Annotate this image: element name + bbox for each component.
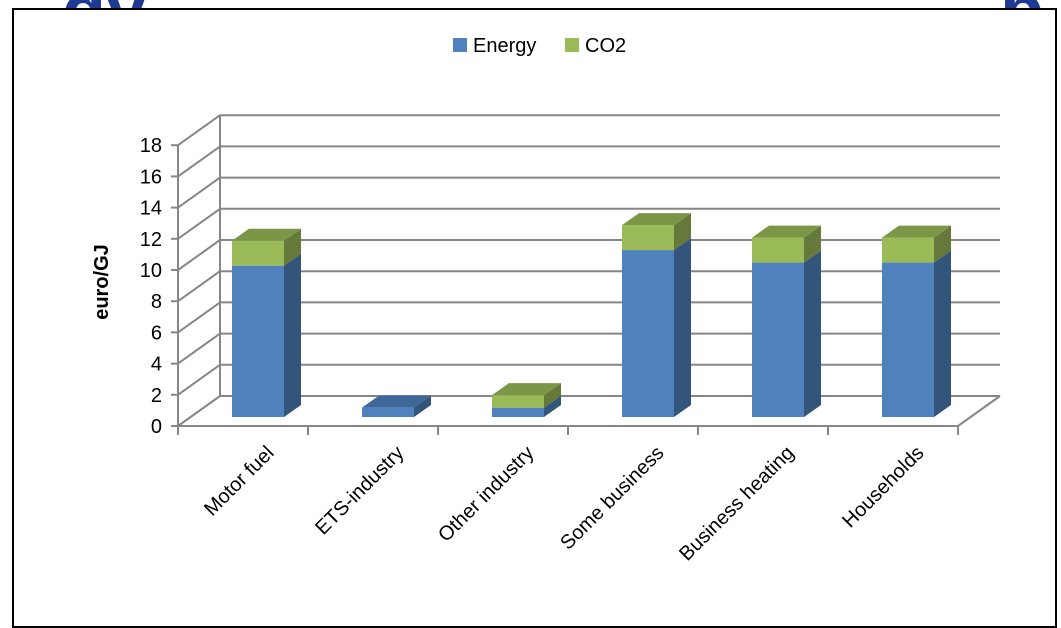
gridline-side: [177, 239, 221, 271]
bar-top: [362, 395, 431, 408]
y-tick-label: 16: [140, 166, 162, 188]
bar-side: [544, 383, 561, 408]
gridline-side: [177, 395, 221, 427]
legend-label: CO2: [585, 35, 626, 57]
x-tick-label: Households: [838, 442, 928, 532]
stacked-bar-chart: 0 2 4 6 8 10 12 14 16 18 euro/GJ Motor fuel ETS-indu…: [91, 35, 1001, 565]
bar-layer: [232, 213, 951, 417]
floor-edge: [957, 395, 1001, 427]
bar-front: [622, 225, 674, 251]
bar-top: [752, 225, 821, 238]
bar-side: [284, 228, 301, 266]
gridline-side: [177, 301, 221, 334]
bar-top: [882, 225, 951, 238]
gridline-side: [177, 270, 221, 303]
x-tick-label: ETS-industry: [311, 442, 408, 539]
bar-front: [622, 250, 674, 417]
bar-segment-energy: [752, 250, 821, 417]
gridline-side: [177, 207, 221, 240]
bar-segment-energy: [622, 238, 691, 417]
legend-item-co2: CO2: [565, 35, 626, 57]
legend-swatch: [565, 38, 579, 52]
bar-segment-energy: [232, 253, 301, 417]
bar-side: [934, 225, 951, 263]
bar-segment-co2: [232, 228, 301, 266]
x-tick-label: Business heating: [675, 442, 798, 565]
bar-front: [752, 262, 804, 417]
bar-side: [544, 395, 561, 417]
x-tick-label: Motor fuel: [200, 442, 278, 520]
gridline-side: [177, 176, 221, 209]
grid-layer: [177, 114, 1001, 427]
bar-front: [232, 265, 284, 417]
y-axis-title: euro/GJ: [91, 244, 113, 320]
bar-front: [882, 262, 934, 417]
bar-segment-energy: [882, 250, 951, 417]
bar-segment-co2: [882, 225, 951, 263]
bar-segment-co2: [492, 383, 561, 408]
x-tick-label: Some business: [556, 442, 668, 554]
legend-label: Energy: [473, 35, 536, 57]
bar-side: [414, 395, 431, 417]
gridline-side: [177, 114, 221, 147]
bar-side: [674, 238, 691, 417]
bar-front: [492, 407, 544, 417]
legend: Energy CO2: [453, 35, 626, 57]
x-tick-label: Other industry: [434, 442, 538, 546]
bar-front: [882, 237, 934, 263]
axis-layer: [171, 144, 959, 435]
y-tick-label: 14: [140, 198, 162, 220]
bar-side: [284, 253, 301, 417]
y-tick-label: 8: [151, 291, 162, 313]
legend-item-energy: Energy: [453, 35, 536, 57]
bar-front: [232, 240, 284, 266]
bar-segment-energy: [492, 395, 561, 417]
bar-segment-energy: [362, 395, 431, 417]
bar-front: [492, 395, 544, 408]
bar-top: [232, 228, 301, 241]
bar-top: [492, 383, 561, 396]
bar-segment-co2: [752, 225, 821, 263]
bar-segment-co2: [622, 213, 691, 251]
gridline-side: [177, 145, 221, 178]
bar-side: [804, 250, 821, 417]
y-tick-label: 2: [151, 385, 162, 407]
y-tick-label: 18: [140, 135, 162, 157]
bar-side: [934, 250, 951, 417]
gridline-side: [177, 332, 221, 365]
legend-swatch: [453, 38, 467, 52]
bar-top: [622, 213, 691, 226]
bar-front: [752, 237, 804, 263]
bar-side: [674, 213, 691, 251]
gridline-side: [177, 363, 221, 396]
y-tick-label: 12: [140, 229, 162, 251]
y-tick-label: 4: [151, 354, 162, 376]
bar-front: [362, 407, 414, 417]
y-tick-label: 10: [140, 260, 162, 282]
y-tick-label: 0: [151, 416, 162, 438]
y-tick-label: 6: [151, 322, 162, 344]
bar-side: [804, 225, 821, 263]
